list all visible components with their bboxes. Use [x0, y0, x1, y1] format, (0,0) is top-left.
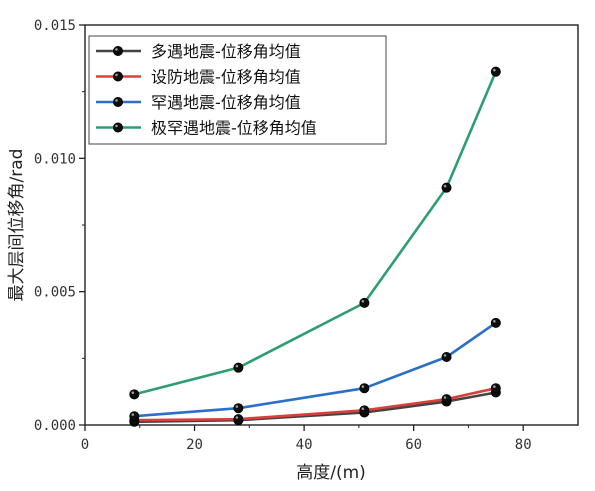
data-point-highlight [235, 364, 239, 368]
data-point [233, 362, 244, 373]
data-point-highlight [131, 413, 135, 416]
x-tick-label: 40 [296, 437, 313, 453]
series-4 [129, 66, 501, 400]
data-point-highlight [361, 407, 365, 411]
x-tick-label: 60 [405, 437, 422, 453]
data-point [359, 383, 370, 394]
legend-marker [113, 97, 124, 108]
data-point-highlight [361, 299, 365, 303]
data-point [490, 317, 501, 328]
y-tick-label: 0.015 [34, 18, 76, 34]
y-axis: 0.000 0.005 0.010 0.015 [34, 18, 85, 434]
series-3 [129, 317, 501, 422]
legend-marker-highlight [115, 48, 118, 51]
legend-marker [113, 71, 124, 82]
data-point-highlight [235, 416, 239, 419]
legend-label: 极罕遇地震-位移角均值 [151, 119, 317, 138]
legend-marker-highlight [115, 73, 118, 77]
legend-label: 设防地震-位移角均值 [151, 68, 301, 87]
data-point-highlight [493, 319, 496, 323]
data-point [129, 389, 140, 400]
legend-item: 极罕遇地震-位移角均值 [96, 119, 317, 138]
series-2 [129, 383, 501, 426]
data-point [233, 414, 244, 425]
legend-item: 设防地震-位移角均值 [96, 68, 301, 87]
data-point-highlight [443, 354, 447, 357]
y-axis-title: 最大层间位移角/rad [7, 149, 27, 302]
y-tick-label: 0.000 [34, 418, 76, 434]
legend-marker-highlight [115, 124, 118, 128]
legend-box [88, 35, 387, 145]
x-tick-label: 20 [186, 437, 203, 453]
data-point [490, 66, 501, 77]
x-tick-label: 80 [515, 437, 532, 453]
y-tick-label: 0.005 [34, 285, 76, 301]
legend-item: 罕遇地震-位移角均值 [96, 93, 301, 112]
data-point [441, 394, 452, 405]
data-point [490, 383, 501, 394]
x-axis: 0 20 40 60 80 [81, 425, 532, 453]
legend-marker [113, 46, 124, 57]
data-point-highlight [131, 391, 135, 395]
data-point [441, 351, 452, 362]
data-point-highlight [443, 184, 447, 188]
data-point-highlight [443, 396, 447, 399]
legend-marker [113, 122, 124, 133]
data-point [359, 297, 370, 308]
legend-marker-highlight [115, 99, 118, 102]
data-point [359, 405, 370, 416]
legend-label: 多遇地震-位移角均值 [151, 42, 301, 61]
data-point [233, 403, 244, 414]
data-point-highlight [493, 68, 496, 72]
data-point-highlight [493, 385, 496, 388]
x-tick-label: 0 [81, 437, 89, 453]
series-layer [129, 66, 501, 427]
y-tick-label: 0.010 [34, 151, 76, 167]
data-point-highlight [235, 405, 239, 408]
legend-label: 罕遇地震-位移角均值 [151, 93, 301, 112]
data-point [441, 182, 452, 193]
legend-item: 多遇地震-位移角均值 [96, 42, 301, 61]
data-point-highlight [361, 385, 365, 388]
data-point [129, 411, 140, 422]
x-axis-title: 高度/(m) [296, 463, 366, 483]
legend: 多遇地震-位移角均值设防地震-位移角均值罕遇地震-位移角均值极罕遇地震-位移角均… [88, 35, 387, 145]
